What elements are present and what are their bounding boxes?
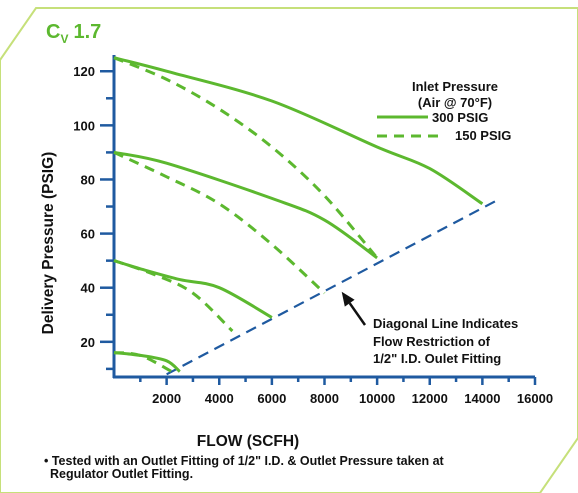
x-tick-label: 14000 <box>464 391 500 406</box>
footnote-line-1: • Tested with an Outlet Fitting of 1/2" … <box>44 454 444 468</box>
annotation-arrow-head <box>341 291 355 307</box>
y-tick-label: 20 <box>81 335 95 350</box>
annotation-arrow <box>348 302 367 326</box>
annotation: Diagonal Line Indicates Flow Restriction… <box>341 291 518 366</box>
reference-line-group <box>166 200 497 376</box>
x-tick-label: 2000 <box>152 391 181 406</box>
x-axis-label: FLOW (SCFH) <box>197 433 299 450</box>
y-tick-label: 80 <box>81 172 95 187</box>
series-300-psig-curve-2 <box>113 150 378 260</box>
legend-label-150: 150 PSIG <box>455 128 511 143</box>
x-tick-label: 12000 <box>412 391 448 406</box>
annotation-line-2: Flow Restriction of <box>373 334 491 349</box>
tick-labels: 2000 4000 6000 8000 10000 12000 14000 16000 20 40… <box>73 64 553 406</box>
annotation-line-1: Diagonal Line Indicates <box>373 316 518 331</box>
series-150-psig-curve-4 <box>113 351 173 373</box>
series-150-psig-curve-2 <box>113 151 326 295</box>
series-300-psig-curve-1 <box>113 56 484 206</box>
x-tick-label: 16000 <box>517 391 553 406</box>
flow-restriction-line <box>166 200 497 376</box>
footnote: • Tested with an Outlet Fitting of 1/2" … <box>44 455 564 481</box>
x-tick-label: 8000 <box>310 391 339 406</box>
legend: Inlet Pressure (Air @ 70°F) 300 PSIG 150… <box>377 79 511 143</box>
tick-marks <box>100 69 537 385</box>
legend-label-300: 300 PSIG <box>432 110 488 125</box>
y-axis-label: Delivery Pressure (PSIG) <box>40 152 57 335</box>
y-tick-label: 120 <box>73 64 95 79</box>
y-tick-label: 100 <box>73 118 95 133</box>
x-tick-label: 6000 <box>257 391 286 406</box>
annotation-line-3: 1/2" I.D. Oulet Fitting <box>373 351 501 366</box>
y-tick-label: 60 <box>81 227 95 242</box>
series-150-psig-curve-1 <box>113 56 379 259</box>
footnote-line-2: Regulator Outlet Fitting. <box>50 467 194 481</box>
cv-label: CV 1.7 <box>46 21 101 46</box>
series-300-psig-curve-4 <box>113 351 181 373</box>
curves <box>113 56 484 373</box>
legend-title-line-1: Inlet Pressure <box>412 79 498 94</box>
x-tick-label: 10000 <box>359 391 395 406</box>
series-150-psig-curve-3 <box>113 259 234 333</box>
legend-title-line-2: (Air @ 70°F) <box>418 95 492 110</box>
y-tick-label: 40 <box>81 281 95 296</box>
x-tick-label: 4000 <box>205 391 234 406</box>
